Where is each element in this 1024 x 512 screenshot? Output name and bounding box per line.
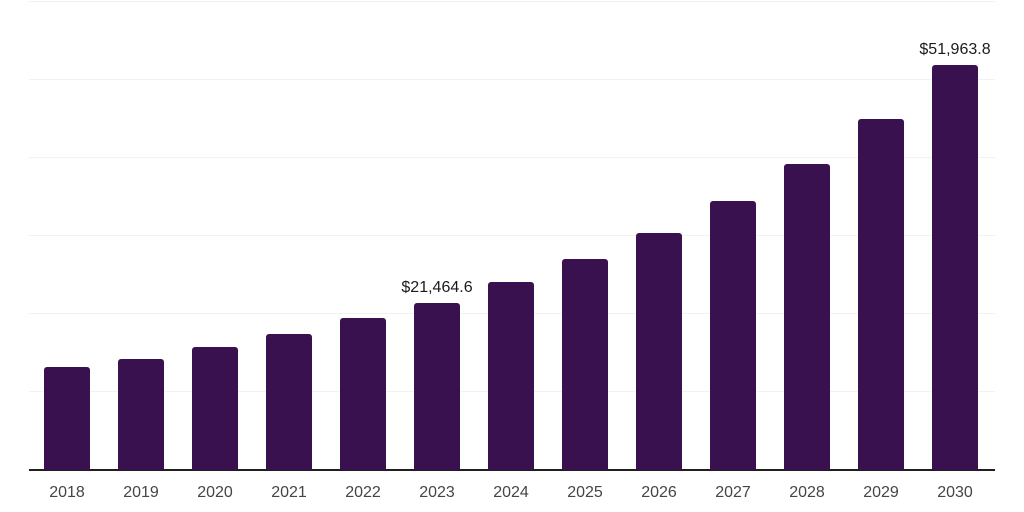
plot-area: $21,464.6 $51,963.8 bbox=[29, 1, 995, 471]
x-tick-2029: 2029 bbox=[863, 484, 899, 501]
bar-2023 bbox=[414, 302, 460, 470]
bar-2030 bbox=[932, 64, 978, 470]
x-tick-2026: 2026 bbox=[641, 484, 677, 501]
x-tick-2018: 2018 bbox=[49, 484, 85, 501]
bar-2021 bbox=[266, 333, 312, 470]
gridline-60000 bbox=[29, 1, 995, 2]
x-tick-2022: 2022 bbox=[345, 484, 381, 501]
gridline-50000 bbox=[29, 79, 995, 80]
x-tick-2021: 2021 bbox=[271, 484, 307, 501]
x-tick-2019: 2019 bbox=[123, 484, 159, 501]
x-axis-line bbox=[29, 469, 995, 471]
x-tick-2027: 2027 bbox=[715, 484, 751, 501]
x-tick-2030: 2030 bbox=[937, 484, 973, 501]
bar-2018 bbox=[44, 367, 90, 470]
x-tick-2025: 2025 bbox=[567, 484, 603, 501]
x-tick-2024: 2024 bbox=[493, 484, 529, 501]
bar-2019 bbox=[118, 358, 164, 470]
bar-2026 bbox=[636, 233, 682, 470]
data-label-2030: $51,963.8 bbox=[919, 40, 991, 58]
bar-2029 bbox=[858, 119, 904, 470]
x-tick-2028: 2028 bbox=[789, 484, 825, 501]
x-tick-2023: 2023 bbox=[419, 484, 455, 501]
bar-2020 bbox=[192, 346, 238, 470]
bar-2025 bbox=[562, 259, 608, 470]
bar-2028 bbox=[784, 163, 830, 470]
data-label-2023: $21,464.6 bbox=[401, 278, 473, 296]
gridline-40000 bbox=[29, 157, 995, 158]
bar-2027 bbox=[710, 200, 756, 470]
bar-2024 bbox=[488, 282, 534, 470]
x-tick-2020: 2020 bbox=[197, 484, 233, 501]
gridline-30000 bbox=[29, 235, 995, 236]
x-axis-tick-labels: 2018 2019 2020 2021 2022 2023 2024 2025 2026 2027… bbox=[29, 482, 995, 506]
bar-2022 bbox=[340, 318, 386, 470]
